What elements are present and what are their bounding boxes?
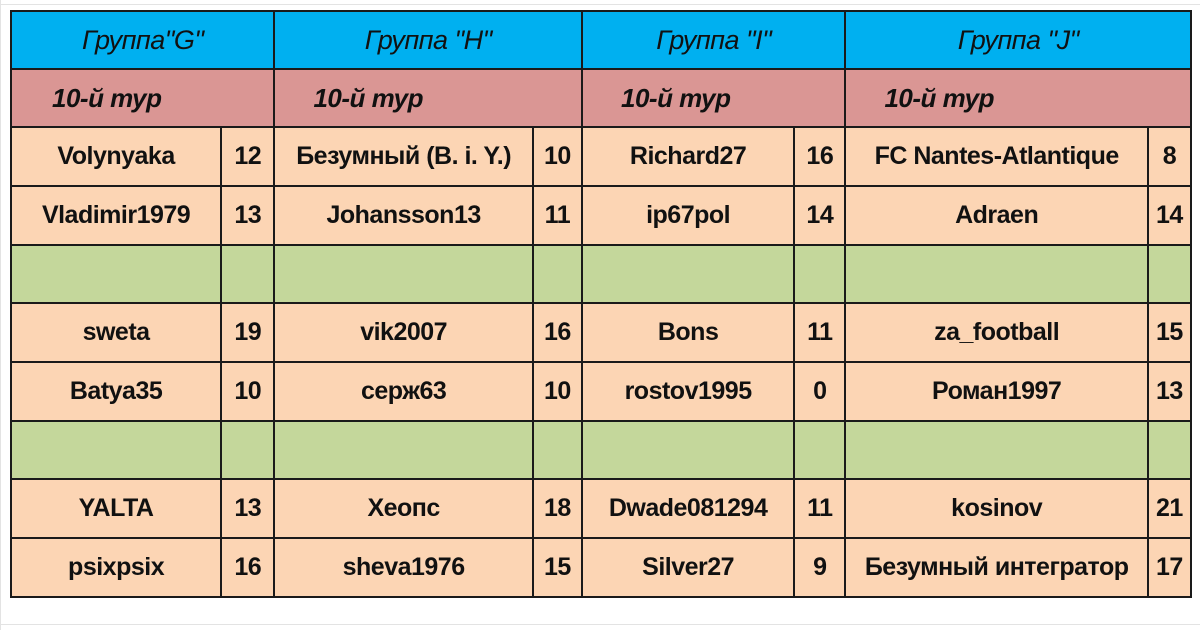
player-score-cell[interactable]: 19 bbox=[220, 302, 276, 363]
player-name-cell[interactable]: rostov1995 bbox=[580, 361, 796, 422]
table-row: psixpsix 16 sheva1976 15 Silver27 9 Безу… bbox=[9, 537, 1193, 598]
round-row: 10-й тур 10-й тур 10-й тур 10-й тур bbox=[9, 68, 1192, 128]
table-row: Vladimir1979 13 Johansson13 11 ip67pol 1… bbox=[9, 185, 1193, 246]
player-name-cell[interactable]: kosinov bbox=[844, 478, 1149, 539]
table-row: Batya35 10 серж63 10 rostov1995 0 Роман1… bbox=[9, 361, 1193, 422]
player-score-cell[interactable]: 8 bbox=[1146, 126, 1193, 187]
group-g-round[interactable]: 10-й тур bbox=[9, 68, 276, 128]
player-name-cell[interactable]: Adraen bbox=[844, 185, 1149, 246]
player-name-cell[interactable]: FC Nantes-Atlantique bbox=[844, 126, 1149, 187]
player-name-cell[interactable]: Vladimir1979 bbox=[9, 185, 223, 246]
table-row: YALTA 13 Хеопс 18 Dwade081294 11 kosinov… bbox=[9, 478, 1193, 539]
separator-row bbox=[9, 244, 1193, 304]
player-name-cell[interactable]: Dwade081294 bbox=[580, 478, 796, 539]
player-name-cell[interactable]: Johansson13 bbox=[273, 185, 534, 246]
group-i-title[interactable]: Группа "I" bbox=[580, 10, 847, 70]
empty-cell[interactable] bbox=[531, 420, 584, 480]
table-row: sweta 19 vik2007 16 Bons 11 za_football … bbox=[9, 302, 1193, 363]
empty-cell[interactable] bbox=[9, 420, 223, 480]
sheet-gridline bbox=[0, 4, 1200, 5]
player-score-cell[interactable]: 16 bbox=[220, 537, 276, 598]
player-score-cell[interactable]: 0 bbox=[793, 361, 847, 422]
player-name-cell[interactable]: YALTA bbox=[9, 478, 223, 539]
player-score-cell[interactable]: 11 bbox=[793, 478, 847, 539]
empty-cell[interactable] bbox=[9, 244, 223, 304]
player-name-cell[interactable]: Bons bbox=[580, 302, 796, 363]
player-score-cell[interactable]: 21 bbox=[1146, 478, 1193, 539]
player-score-cell[interactable]: 13 bbox=[1146, 361, 1193, 422]
group-h-round[interactable]: 10-й тур bbox=[273, 68, 583, 128]
group-i-round[interactable]: 10-й тур bbox=[580, 68, 847, 128]
player-name-cell[interactable]: sheva1976 bbox=[273, 537, 534, 598]
separator-row bbox=[9, 420, 1193, 480]
player-name-cell[interactable]: серж63 bbox=[273, 361, 534, 422]
player-score-cell[interactable]: 10 bbox=[531, 361, 584, 422]
group-g-title[interactable]: Группа"G" bbox=[9, 10, 276, 70]
empty-cell[interactable] bbox=[793, 244, 847, 304]
player-name-cell[interactable]: Безумный интегратор bbox=[844, 537, 1149, 598]
player-name-cell[interactable]: vik2007 bbox=[273, 302, 534, 363]
player-score-cell[interactable]: 10 bbox=[220, 361, 276, 422]
player-score-cell[interactable]: 11 bbox=[531, 185, 584, 246]
player-score-cell[interactable]: 11 bbox=[793, 302, 847, 363]
player-name-cell[interactable]: psixpsix bbox=[9, 537, 223, 598]
player-score-cell[interactable]: 15 bbox=[531, 537, 584, 598]
player-name-cell[interactable]: Silver27 bbox=[580, 537, 796, 598]
player-score-cell[interactable]: 12 bbox=[220, 126, 276, 187]
player-score-cell[interactable]: 15 bbox=[1146, 302, 1193, 363]
empty-cell[interactable] bbox=[273, 420, 534, 480]
player-name-cell[interactable]: Richard27 bbox=[580, 126, 796, 187]
sheet-gridline bbox=[0, 624, 1200, 625]
player-score-cell[interactable]: 18 bbox=[531, 478, 584, 539]
empty-cell[interactable] bbox=[1146, 420, 1193, 480]
player-name-cell[interactable]: Volynyaka bbox=[9, 126, 223, 187]
sheet-gridline bbox=[0, 0, 1, 630]
player-name-cell[interactable]: Batya35 bbox=[9, 361, 223, 422]
player-name-cell[interactable]: Хеопс bbox=[273, 478, 534, 539]
group-header-row: Группа"G" Группа "H" Группа "I" Группа "… bbox=[9, 10, 1192, 70]
player-score-cell[interactable]: 13 bbox=[220, 185, 276, 246]
empty-cell[interactable] bbox=[531, 244, 584, 304]
empty-cell[interactable] bbox=[273, 244, 534, 304]
empty-cell[interactable] bbox=[793, 420, 847, 480]
player-name-cell[interactable]: Безумный (B. i. Y.) bbox=[273, 126, 534, 187]
player-score-cell[interactable]: 14 bbox=[793, 185, 847, 246]
groups-table: Группа"G" Группа "H" Группа "I" Группа "… bbox=[9, 10, 1193, 598]
table-row: Volynyaka 12 Безумный (B. i. Y.) 10 Rich… bbox=[9, 126, 1193, 187]
player-name-cell[interactable]: sweta bbox=[9, 302, 223, 363]
player-name-cell[interactable]: Роман1997 bbox=[844, 361, 1149, 422]
player-name-cell[interactable]: ip67pol bbox=[580, 185, 796, 246]
empty-cell[interactable] bbox=[844, 420, 1149, 480]
player-score-cell[interactable]: 14 bbox=[1146, 185, 1193, 246]
player-name-cell[interactable]: za_football bbox=[844, 302, 1149, 363]
empty-cell[interactable] bbox=[844, 244, 1149, 304]
group-h-title[interactable]: Группа "H" bbox=[273, 10, 583, 70]
empty-cell[interactable] bbox=[580, 244, 796, 304]
group-j-round[interactable]: 10-й тур bbox=[844, 68, 1192, 128]
empty-cell[interactable] bbox=[1146, 244, 1193, 304]
player-score-cell[interactable]: 9 bbox=[793, 537, 847, 598]
player-score-cell[interactable]: 16 bbox=[531, 302, 584, 363]
group-j-title[interactable]: Группа "J" bbox=[844, 10, 1192, 70]
player-score-cell[interactable]: 17 bbox=[1146, 537, 1193, 598]
player-score-cell[interactable]: 16 bbox=[793, 126, 847, 187]
empty-cell[interactable] bbox=[220, 244, 276, 304]
empty-cell[interactable] bbox=[580, 420, 796, 480]
player-score-cell[interactable]: 10 bbox=[531, 126, 584, 187]
player-score-cell[interactable]: 13 bbox=[220, 478, 276, 539]
empty-cell[interactable] bbox=[220, 420, 276, 480]
